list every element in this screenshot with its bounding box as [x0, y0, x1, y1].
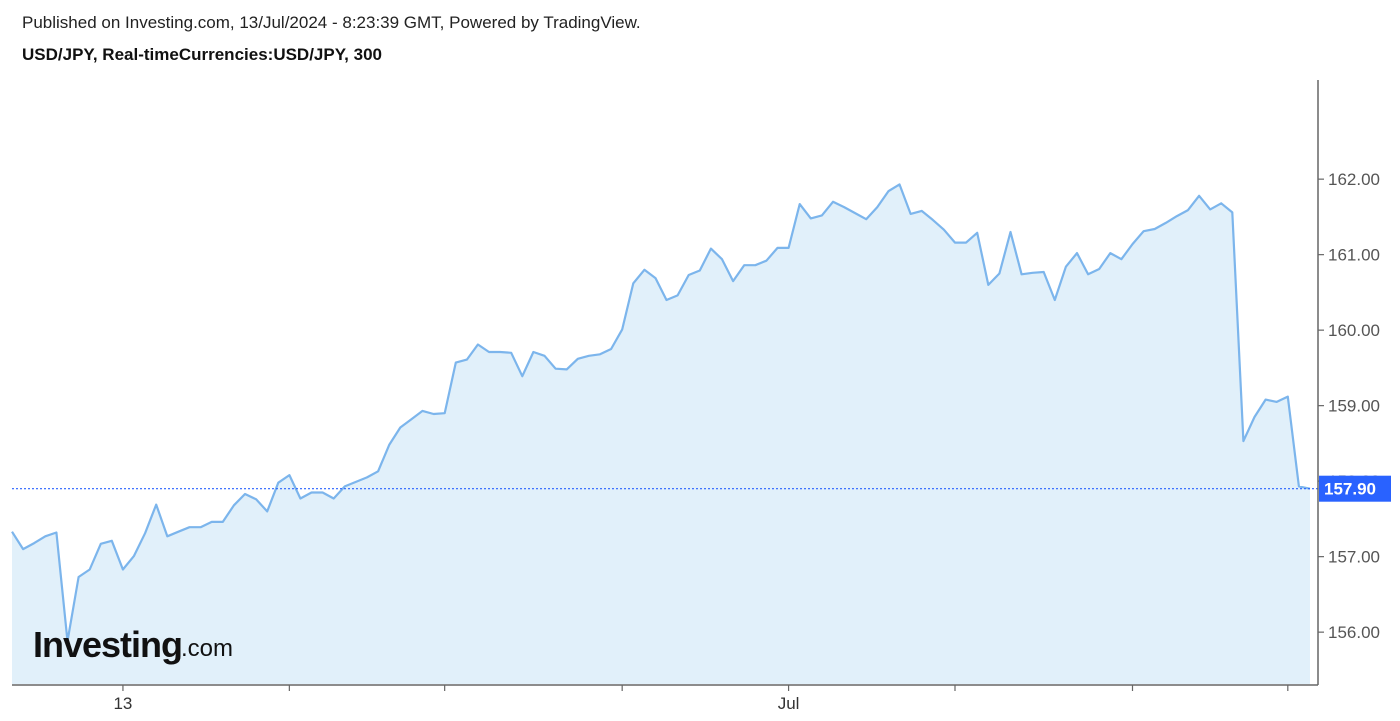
y-tick-label: 162.00 — [1328, 170, 1380, 189]
y-tick-label: 161.00 — [1328, 246, 1380, 265]
investing-logo: Investing .com — [33, 624, 233, 665]
logo-suffix: .com — [181, 635, 233, 662]
price-line — [11, 183, 1311, 643]
x-tick-label: Jul — [778, 694, 800, 713]
published-note: Published on Investing.com, 13/Jul/2024 … — [22, 13, 641, 32]
last-price-label: 157.90 — [1324, 480, 1376, 499]
axes: 156.00157.00158.00159.00160.00161.00162.… — [12, 80, 1391, 713]
y-tick-label: 159.00 — [1328, 397, 1380, 416]
last-price-badge — [1319, 475, 1391, 502]
symbol-title: USD/JPY, Real-timeCurrencies:USD/JPY, 30… — [22, 45, 382, 64]
x-tick-label: 13 — [113, 694, 132, 713]
plot-area — [11, 183, 1311, 684]
logo-word: Investing — [33, 624, 182, 665]
y-tick-label: 157.00 — [1328, 548, 1380, 567]
y-tick-label: 156.00 — [1328, 623, 1380, 642]
area-fill — [12, 184, 1310, 684]
y-tick-label: 160.00 — [1328, 321, 1380, 340]
